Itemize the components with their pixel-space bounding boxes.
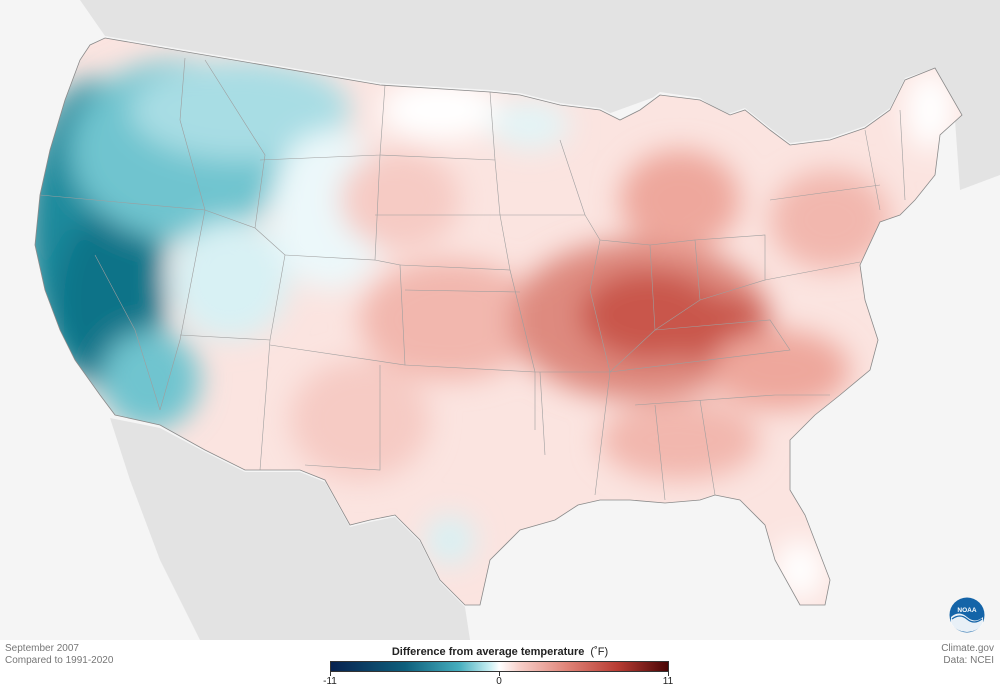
canada-landmass — [0, 0, 1000, 190]
temperature-anomaly-map — [0, 0, 1000, 640]
legend-title-text: Difference from average temperature — [391, 646, 585, 658]
legend-color-scale — [330, 661, 669, 672]
us-outline — [34, 37, 963, 606]
mexico-landmass — [110, 418, 470, 640]
legend-tick-min — [330, 672, 331, 676]
map-date: September 2007 — [5, 643, 79, 654]
source-site[interactable]: Climate.gov — [941, 643, 994, 654]
legend-unit: (˚F) — [590, 646, 609, 658]
legend-min-label: -11 — [323, 676, 337, 687]
data-source: Data: NCEI — [943, 655, 994, 666]
legend-tick-max — [668, 672, 669, 676]
noaa-logo-text: NOAA — [957, 607, 976, 614]
baseline-period: Compared to 1991-2020 — [5, 655, 114, 666]
map-meta: September 2007 Compared to 1991-2020 — [5, 643, 113, 667]
source-credit: Climate.gov Data: NCEI — [941, 643, 994, 667]
noaa-logo-icon[interactable]: NOAA — [949, 597, 985, 633]
legend-tick-mid — [499, 672, 500, 676]
legend-mid-label: 0 — [496, 676, 502, 687]
state-borders — [39, 57, 906, 501]
legend-title: Difference from average temperature (˚F) — [330, 646, 670, 658]
legend-max-label: 11 — [662, 676, 674, 687]
